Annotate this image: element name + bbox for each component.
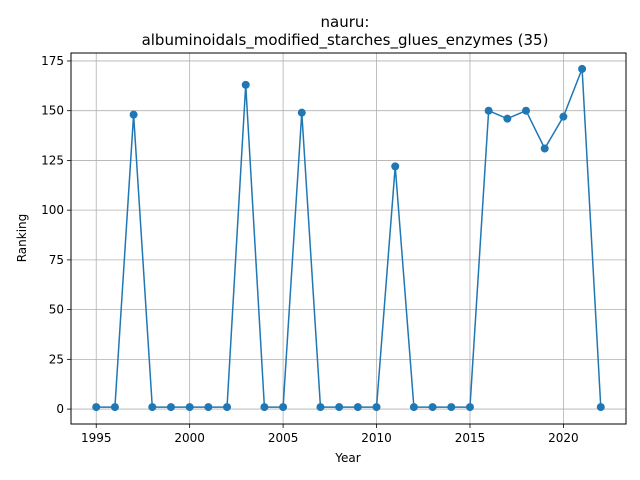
x-tick-label: 2020 — [548, 431, 579, 445]
data-point — [204, 403, 213, 412]
data-point — [110, 403, 119, 412]
data-point — [335, 403, 344, 412]
data-point — [503, 114, 512, 123]
data-point — [409, 403, 418, 412]
axis-ticks: 1995 2000 2005 2010 2015 2020 0 25 50 75 100 125 150… — [41, 54, 579, 445]
y-tick-label: 50 — [49, 303, 64, 317]
data-point — [465, 403, 474, 412]
data-point — [316, 403, 325, 412]
data-point — [484, 106, 493, 115]
data-point — [260, 403, 269, 412]
data-point — [148, 403, 157, 412]
data-point — [353, 403, 362, 412]
grid — [71, 53, 626, 424]
data-point — [578, 64, 587, 73]
y-axis-label: Ranking — [15, 214, 29, 263]
x-tick-label: 1995 — [81, 431, 112, 445]
data-point — [279, 403, 288, 412]
data-point — [241, 80, 250, 89]
x-axis-label: Year — [334, 451, 360, 465]
y-tick-label: 75 — [49, 253, 64, 267]
data-point — [428, 403, 437, 412]
y-tick-label: 175 — [41, 54, 64, 68]
data-point — [522, 106, 531, 115]
data-point — [185, 403, 194, 412]
y-tick-label: 125 — [41, 153, 64, 167]
series-line — [96, 68, 602, 408]
plot-frame — [70, 52, 627, 425]
data-point — [447, 403, 456, 412]
x-tick-label: 2000 — [174, 431, 205, 445]
data-point — [596, 403, 605, 412]
data-point — [540, 144, 549, 153]
series-ranking — [92, 64, 605, 412]
data-point — [372, 403, 381, 412]
data-point — [559, 112, 568, 121]
data-point — [92, 403, 101, 412]
x-tick-label: 2005 — [268, 431, 299, 445]
chart-title-line1: nauru: — [321, 13, 370, 31]
x-tick-label: 2010 — [361, 431, 392, 445]
data-point — [166, 403, 175, 412]
y-tick-label: 0 — [56, 402, 64, 416]
data-point — [297, 108, 306, 117]
y-tick-label: 100 — [41, 203, 64, 217]
y-tick-label: 25 — [49, 352, 64, 366]
y-tick-label: 150 — [41, 104, 64, 118]
data-point — [129, 110, 138, 119]
chart-title-line2: albuminoidals_modified_starches_glues_en… — [142, 31, 549, 50]
data-point — [391, 162, 400, 171]
x-tick-label: 2015 — [455, 431, 486, 445]
data-point — [223, 403, 232, 412]
